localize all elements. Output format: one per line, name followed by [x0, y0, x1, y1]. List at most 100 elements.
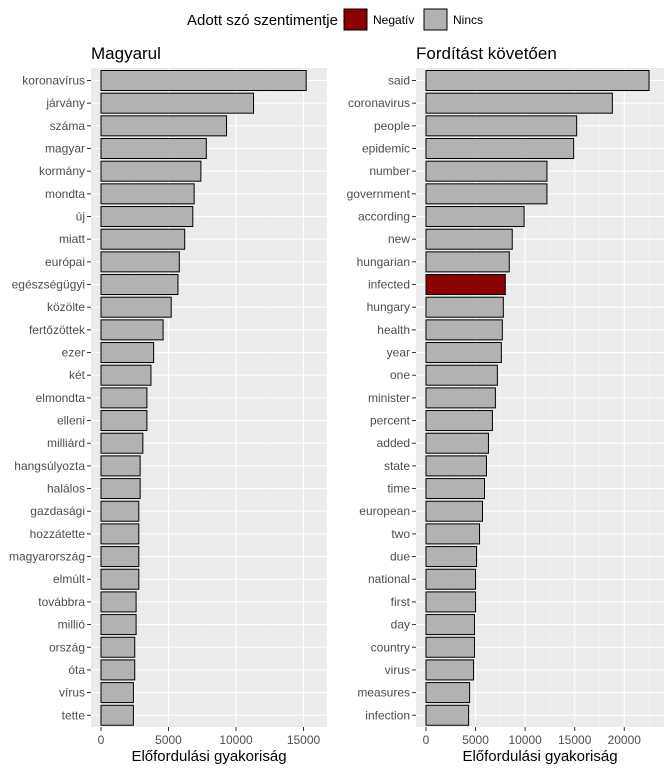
legend: Adott szó szentimentje Negatív Nincs [187, 8, 483, 31]
y-tick-label: year [387, 346, 410, 360]
bar-száma [100, 115, 228, 137]
bar-millió [100, 614, 137, 636]
y-tick-label: national [368, 572, 410, 586]
bar-hungary [425, 296, 504, 318]
bar-added [425, 432, 489, 454]
y-tick-label: health [377, 323, 410, 337]
y-tick-label: minister [368, 391, 410, 405]
bar-people [425, 115, 578, 137]
x-tick-label: 0 [98, 733, 105, 747]
bar-first [425, 591, 477, 613]
y-tick-label: according [358, 210, 410, 224]
panel-magyarul: Magyarul koronavírusjárványszámamagyarko… [9, 44, 327, 765]
bar-epidemic [425, 138, 575, 160]
y-tick-label: kormány [39, 164, 85, 178]
y-tick-label: fertőzöttek [29, 323, 86, 337]
bar-új [100, 206, 194, 228]
y-tick-label: hangsúlyozta [14, 459, 85, 473]
x-axis-title-magyarul: Előfordulási gyakoriság [131, 748, 286, 765]
legend-key-negativ [343, 8, 368, 31]
bar-egészségügyi [100, 274, 179, 296]
bar-hangsúlyozta [100, 455, 141, 477]
bar-infected [425, 274, 506, 296]
category-labels-forditast-kovetoen: said coronavirus people epidemic number gover… [347, 74, 416, 722]
bar-ezer [100, 342, 155, 364]
y-tick-label: coronavirus [348, 96, 410, 110]
x-axis-magyarul: 0 5000 10000 15000 [98, 727, 321, 747]
bar-government [425, 183, 548, 205]
x-tick-label: 10000 [219, 733, 253, 747]
bar-koronavírus [100, 70, 307, 91]
x-tick-label: 5000 [155, 733, 182, 747]
bar-national [425, 568, 477, 590]
y-tick-label: járvány [45, 96, 85, 110]
y-tick-label: country [371, 640, 410, 654]
bar-measures [425, 682, 471, 704]
category-labels-magyarul: koronavírus járvány száma magyar kormány mond… [9, 74, 91, 722]
bar-továbbra [100, 591, 137, 613]
y-tick-label: government [347, 187, 411, 201]
x-axis-forditast-kovetoen: 0 5000 10000 15000 20000 [423, 727, 642, 747]
y-tick-label: egészségügyi [12, 278, 85, 292]
bar-coronavirus [425, 92, 613, 114]
y-tick-label: day [391, 618, 410, 632]
panel-forditast-kovetoen: Fordítást követően said coronavirus people… [347, 44, 664, 765]
y-tick-label: state [384, 459, 410, 473]
bar-hozzátette [100, 523, 140, 545]
bar-európai [100, 251, 180, 273]
y-tick-label: tette [62, 708, 86, 722]
x-tick-label: 20000 [608, 733, 642, 747]
bar-közölte [100, 296, 172, 318]
bar-halálos [100, 478, 141, 500]
panel-title-magyarul: Magyarul [91, 44, 161, 63]
bar-tette [100, 704, 134, 726]
y-tick-label: új [76, 210, 85, 224]
y-tick-label: száma [50, 119, 86, 133]
x-tick-label: 15000 [558, 733, 592, 747]
bar-said [425, 70, 650, 91]
y-tick-label: new [388, 232, 410, 246]
y-tick-label: infection [365, 708, 410, 722]
bar-year [425, 342, 502, 364]
y-tick-label: halálos [47, 482, 85, 496]
legend-title: Adott szó szentimentje [187, 12, 338, 29]
y-tick-label: time [387, 482, 410, 496]
bar-due [425, 546, 478, 568]
bar-one [425, 364, 498, 386]
y-tick-label: measures [357, 686, 410, 700]
bar-magyar [100, 138, 207, 160]
y-tick-label: due [390, 550, 410, 564]
bar-state [425, 455, 487, 477]
bar-magyarország [100, 546, 140, 568]
y-tick-label: epidemic [362, 142, 410, 156]
bar-kormány [100, 160, 202, 182]
bar-miatt [100, 228, 186, 250]
bar-elleni [100, 410, 148, 432]
y-tick-label: hungarian [357, 255, 410, 269]
bar-elmondta [100, 387, 148, 409]
bar-vírus [100, 682, 134, 704]
y-tick-label: millió [58, 618, 86, 632]
y-tick-label: people [374, 119, 410, 133]
bar-according [425, 206, 525, 228]
x-tick-label: 15000 [287, 733, 321, 747]
legend-key-nincs [423, 8, 448, 31]
y-tick-label: vírus [59, 686, 85, 700]
y-tick-label: elmúlt [53, 572, 86, 586]
bar-percent [425, 410, 493, 432]
y-tick-label: ország [49, 640, 85, 654]
y-tick-label: óta [68, 663, 85, 677]
y-tick-label: mondta [45, 187, 85, 201]
y-tick-label: virus [385, 663, 410, 677]
bar-minister [425, 387, 496, 409]
y-tick-label: gazdasági [30, 504, 85, 518]
bar-elmúlt [100, 568, 140, 590]
bar-óta [100, 659, 136, 681]
y-tick-label: milliárd [47, 436, 85, 450]
bar-milliárd [100, 432, 144, 454]
bar-two [425, 523, 481, 545]
y-tick-label: közölte [47, 300, 85, 314]
y-tick-label: hozzátette [30, 527, 86, 541]
y-tick-label: first [391, 595, 411, 609]
